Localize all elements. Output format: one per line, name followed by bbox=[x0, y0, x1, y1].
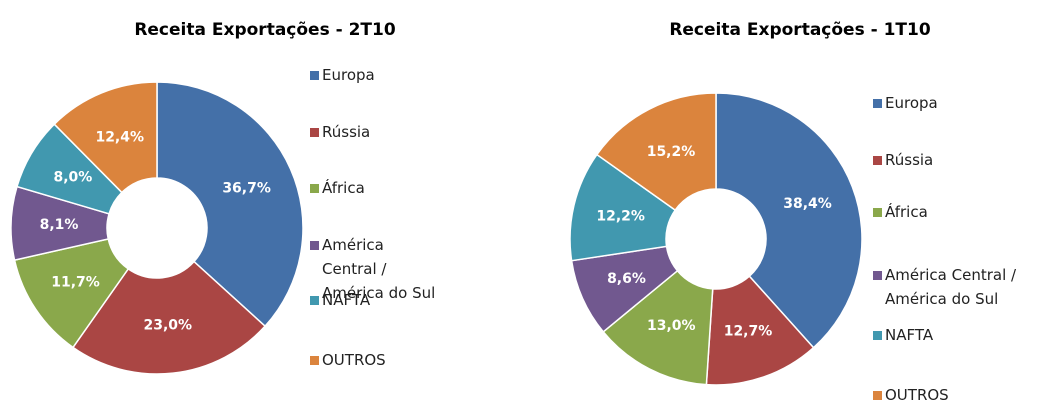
data-label: 8,6% bbox=[607, 271, 646, 287]
legend-swatch bbox=[873, 331, 882, 340]
legend-swatch bbox=[873, 99, 882, 108]
data-label: 8,1% bbox=[40, 217, 79, 233]
data-label: 12,2% bbox=[596, 208, 645, 224]
legend-swatch bbox=[873, 391, 882, 400]
data-label: 12,4% bbox=[95, 129, 144, 145]
donut-slice bbox=[595, 92, 717, 212]
chart-title: Receita Exportações - 2T10 bbox=[134, 20, 396, 40]
data-label: 36,7% bbox=[222, 180, 271, 196]
legend-swatch bbox=[873, 208, 882, 217]
donut-slice bbox=[715, 92, 863, 349]
data-label: 13,0% bbox=[647, 318, 696, 334]
donut-slice bbox=[156, 81, 304, 328]
donut-slice bbox=[705, 275, 815, 386]
legend-swatch bbox=[310, 241, 319, 250]
legend-label: Rússia bbox=[885, 151, 934, 169]
legend-swatch bbox=[873, 271, 882, 280]
legend-label: América Central / América do Sul bbox=[885, 266, 1017, 308]
data-label: 11,7% bbox=[51, 274, 100, 290]
legend-label: NAFTA bbox=[322, 291, 371, 309]
legend-label: Rússia bbox=[322, 123, 371, 141]
donut-slice bbox=[71, 260, 267, 375]
chart-title: Receita Exportações - 1T10 bbox=[669, 20, 931, 40]
donut-slice bbox=[569, 153, 677, 262]
legend-label: OUTROS bbox=[322, 351, 386, 369]
legend-label: OUTROS bbox=[885, 386, 949, 404]
legend-label: África bbox=[885, 203, 928, 221]
data-label: 23,0% bbox=[143, 317, 192, 333]
data-label: 12,7% bbox=[724, 324, 773, 340]
donut-slice bbox=[53, 81, 158, 194]
legend-label: Europa bbox=[322, 66, 375, 84]
legend-swatch bbox=[310, 184, 319, 193]
legend-label: NAFTA bbox=[885, 326, 934, 344]
data-label: 15,2% bbox=[647, 144, 696, 160]
legend-label: África bbox=[322, 179, 365, 197]
legend-label: América Central / América do Sul bbox=[322, 236, 436, 302]
legend-swatch bbox=[310, 356, 319, 365]
legend-swatch bbox=[310, 71, 319, 80]
legend-swatch bbox=[873, 156, 882, 165]
legend-swatch bbox=[310, 128, 319, 137]
data-label: 38,4% bbox=[783, 196, 832, 212]
donut-slice bbox=[602, 269, 714, 386]
legend-label: Europa bbox=[885, 94, 938, 112]
data-label: 8,0% bbox=[53, 170, 92, 186]
legend-swatch bbox=[310, 296, 319, 305]
